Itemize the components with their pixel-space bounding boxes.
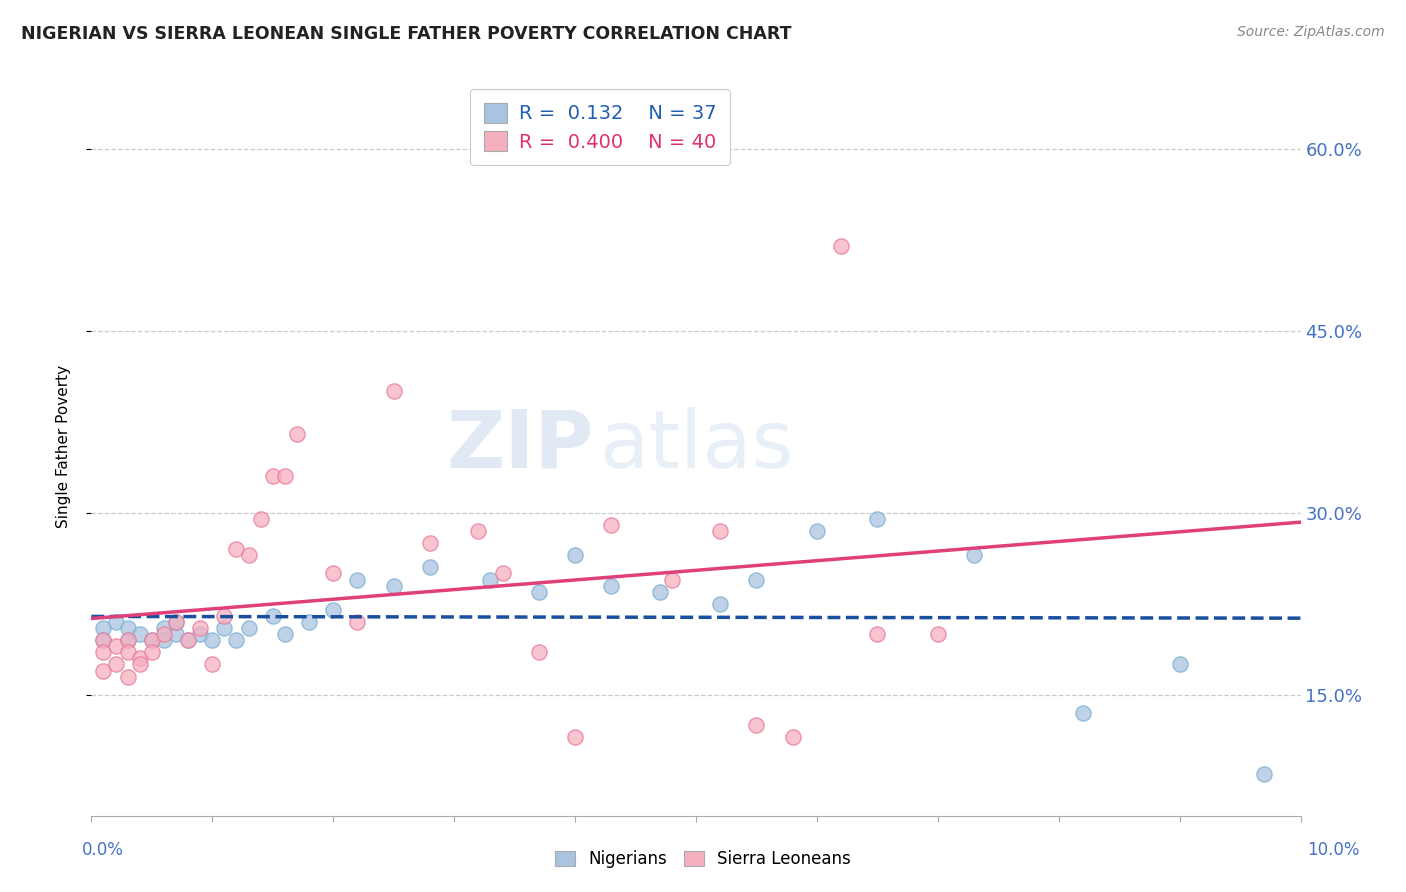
Point — [225, 542, 247, 557]
Point — [141, 633, 163, 648]
Point — [479, 573, 502, 587]
Point — [274, 627, 297, 641]
Point — [117, 645, 139, 659]
Point — [153, 627, 176, 641]
Point — [600, 578, 623, 592]
Point — [93, 633, 115, 648]
Point — [104, 657, 127, 672]
Point — [467, 524, 489, 538]
Point — [927, 627, 949, 641]
Point — [104, 640, 127, 654]
Point — [564, 731, 586, 745]
Point — [298, 615, 321, 629]
Point — [165, 615, 187, 629]
Point — [153, 621, 176, 635]
Point — [709, 597, 731, 611]
Point — [117, 621, 139, 635]
Point — [346, 615, 368, 629]
Point — [419, 536, 441, 550]
Text: atlas: atlas — [599, 407, 793, 485]
Point — [141, 645, 163, 659]
Text: 10.0%: 10.0% — [1306, 840, 1360, 858]
Text: 0.0%: 0.0% — [82, 840, 124, 858]
Point — [830, 238, 852, 252]
Point — [104, 615, 127, 629]
Point — [709, 524, 731, 538]
Point — [165, 627, 187, 641]
Point — [419, 560, 441, 574]
Point — [238, 548, 260, 562]
Point — [153, 633, 176, 648]
Y-axis label: Single Father Poverty: Single Father Poverty — [56, 365, 70, 527]
Legend: Nigerians, Sierra Leoneans: Nigerians, Sierra Leoneans — [548, 844, 858, 875]
Point — [866, 627, 889, 641]
Point — [346, 573, 368, 587]
Point — [93, 645, 115, 659]
Point — [117, 670, 139, 684]
Point — [177, 633, 200, 648]
Point — [238, 621, 260, 635]
Text: ZIP: ZIP — [446, 407, 593, 485]
Point — [93, 664, 115, 678]
Point — [564, 548, 586, 562]
Point — [382, 578, 405, 592]
Point — [201, 633, 224, 648]
Point — [128, 627, 150, 641]
Point — [661, 573, 683, 587]
Point — [177, 633, 200, 648]
Point — [527, 584, 550, 599]
Point — [1253, 766, 1275, 780]
Point — [117, 633, 139, 648]
Point — [274, 469, 297, 483]
Point — [745, 718, 768, 732]
Point — [188, 621, 211, 635]
Text: NIGERIAN VS SIERRA LEONEAN SINGLE FATHER POVERTY CORRELATION CHART: NIGERIAN VS SIERRA LEONEAN SINGLE FATHER… — [21, 25, 792, 43]
Point — [963, 548, 986, 562]
Point — [285, 426, 308, 441]
Point — [117, 633, 139, 648]
Point — [1071, 706, 1094, 720]
Point — [806, 524, 828, 538]
Point — [188, 627, 211, 641]
Point — [214, 621, 236, 635]
Point — [201, 657, 224, 672]
Point — [262, 608, 284, 623]
Point — [128, 651, 150, 665]
Point — [382, 384, 405, 399]
Point — [1168, 657, 1191, 672]
Point — [93, 621, 115, 635]
Point — [165, 615, 187, 629]
Point — [322, 566, 344, 581]
Point — [322, 603, 344, 617]
Point — [600, 517, 623, 532]
Point — [527, 645, 550, 659]
Point — [249, 512, 271, 526]
Point — [262, 469, 284, 483]
Point — [225, 633, 247, 648]
Point — [745, 573, 768, 587]
Point — [128, 657, 150, 672]
Legend: R =  0.132    N = 37, R =  0.400    N = 40: R = 0.132 N = 37, R = 0.400 N = 40 — [470, 89, 730, 165]
Point — [93, 633, 115, 648]
Point — [141, 633, 163, 648]
Point — [866, 512, 889, 526]
Text: Source: ZipAtlas.com: Source: ZipAtlas.com — [1237, 25, 1385, 39]
Point — [214, 608, 236, 623]
Point — [648, 584, 671, 599]
Point — [491, 566, 513, 581]
Point — [782, 731, 804, 745]
